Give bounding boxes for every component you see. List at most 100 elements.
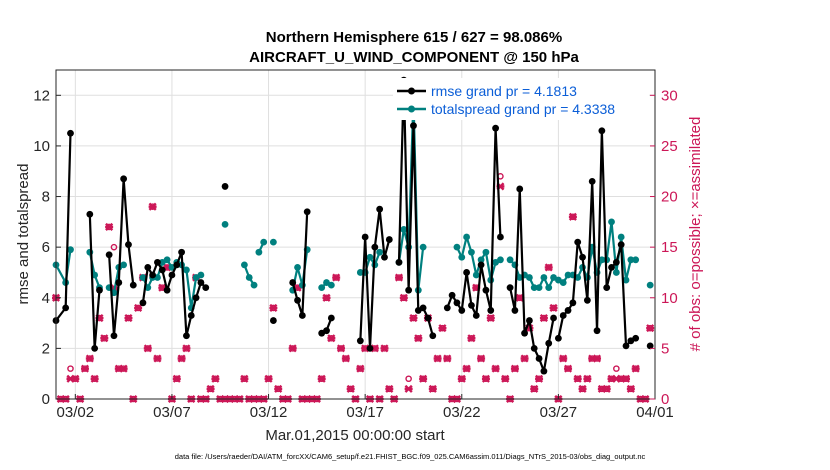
rmse-point-3-4 [158, 266, 166, 274]
obs-assimilated-mark-101 [539, 313, 548, 323]
obs-assimilated-mark-20 [148, 202, 157, 211]
y-left-tick-label-4: 8 [42, 189, 50, 206]
obs-assimilated-point-85 [462, 364, 471, 373]
rmse-point-7-6 [385, 236, 393, 243]
rmse-point-11-11 [608, 264, 615, 271]
legend-rmse-marker [408, 87, 415, 95]
obs-assimilated-mark-45 [269, 303, 278, 312]
rmse-point-5-0 [289, 279, 297, 286]
obs-assimilated-mark-56 [322, 293, 331, 302]
obs-assimilated-mark-49 [288, 344, 297, 353]
obs-assimilated-point-105 [559, 354, 568, 363]
rmse-point-3-9 [183, 332, 190, 340]
obs-assimilated-mark-75 [414, 334, 423, 343]
obs-assimilated-mark-73 [404, 384, 413, 393]
rmse-point-11-6 [583, 296, 591, 304]
spread-point-6-2 [327, 281, 335, 289]
rmse-point-11-3 [569, 299, 577, 307]
obs-assimilated-mark-105 [559, 354, 568, 363]
rmse-point-3-2 [149, 271, 157, 279]
spread-point-9-9 [497, 256, 504, 264]
rmse-point-11-14 [622, 342, 630, 350]
rmse-point-3-5 [163, 286, 171, 294]
obs-assimilated-point-108 [573, 374, 582, 383]
obs-assimilated-mark-4 [71, 374, 80, 383]
rmse-point-10-1 [511, 307, 519, 314]
obs-assimilated-mark-118 [621, 374, 631, 383]
obs-assimilated-mark-91 [491, 364, 500, 373]
legend-rmse-label: rmse grand pr = 4.1813 [431, 83, 577, 99]
obs-assimilated-point-8 [90, 374, 99, 383]
obs-assimilated-point-89 [481, 374, 490, 383]
obs-assimilated-point-109 [578, 384, 587, 393]
obs-assimilated-point-112 [592, 354, 602, 363]
rmse-point-9-9 [487, 307, 495, 314]
rmse-point-9-7 [477, 261, 485, 269]
obs-assimilated-point-73 [404, 384, 413, 393]
obs-assimilated-point-68 [380, 344, 389, 353]
y-axis-left-label: rmse and totalspread [15, 164, 32, 305]
y-left-tick-label-0: 0 [42, 391, 50, 408]
obs-assimilated-mark-80 [438, 324, 447, 333]
spread-point-9-5 [477, 256, 485, 264]
rmse-point-5-2 [298, 312, 306, 319]
obs-assimilated-mark-88 [477, 354, 486, 363]
obs-assimilated-mark-32 [206, 384, 215, 393]
rmse-point-3-13 [202, 284, 210, 292]
obs-assimilated-mark-89 [481, 374, 490, 383]
rmse-point-3-6 [168, 271, 176, 279]
obs-assimilated-mark-108 [573, 374, 582, 383]
spread-point-9-0 [453, 243, 461, 251]
obs-assimilated-point-46 [274, 384, 283, 393]
spread-point-4-0 [269, 238, 277, 246]
obs-assimilated-point-7 [85, 354, 94, 363]
obs-assimilated-mark-123 [646, 324, 655, 333]
obs-assimilated-mark-59 [336, 344, 346, 353]
rmse-point-7-1 [361, 233, 369, 241]
rmse-point-2-0 [105, 251, 113, 259]
spread-point-11-14 [627, 256, 635, 264]
obs-assimilated-point-32 [206, 384, 215, 393]
obs-assimilated-point-114 [602, 384, 611, 393]
rmse-line-2 [108, 177, 135, 337]
obs-assimilated-mark-19 [143, 344, 152, 353]
rmse-point-6-2 [327, 314, 335, 322]
obs-assimilated-point-81 [443, 354, 452, 363]
obs-assimilated-mark-10 [100, 334, 109, 343]
obs-assimilated-point-72 [399, 293, 408, 302]
obs-assimilated-mark-26 [177, 354, 186, 363]
rmse-point-11-4 [574, 238, 582, 246]
obs-assimilated-point-110 [583, 374, 592, 383]
rmse-point-2-2 [115, 279, 123, 286]
obs-assimilated-mark-119 [626, 384, 635, 393]
obs-assimilated-point-99 [530, 384, 539, 393]
rmse-point-9-4 [463, 269, 471, 276]
rmse-point-7-2 [366, 344, 374, 352]
obs-assimilated-mark-17 [134, 303, 143, 312]
obs-assimilated-point-123 [646, 324, 655, 333]
y-right-tick-label-2: 10 [661, 290, 678, 307]
obs-assimilated-point-59 [336, 344, 346, 353]
rmse-point-3-1 [144, 264, 152, 271]
obs-assimilated-mark-112 [592, 354, 602, 363]
spread-point-14-2 [250, 281, 258, 289]
spread-point-0-2 [67, 246, 74, 254]
obs-assimilated-point-71 [394, 273, 404, 282]
obs-assimilated-point-69 [385, 384, 394, 393]
spread-point-11-10 [608, 218, 615, 226]
obs-assimilated-point-20 [148, 202, 157, 211]
obs-assimilated-point-100 [535, 374, 544, 383]
rmse-point-7-5 [381, 253, 388, 261]
spread-point-13-0 [221, 220, 229, 228]
obs-assimilated-mark-114 [602, 384, 611, 393]
rmse-point-8-3 [410, 122, 417, 130]
rmse-point-2-5 [129, 281, 137, 289]
y-right-tick-label-5: 25 [661, 138, 678, 155]
legend-spread-marker [408, 105, 415, 113]
rmse-point-11-2 [564, 307, 572, 314]
spread-point-8-5 [419, 243, 427, 251]
rmse-point-9-0 [443, 304, 451, 312]
rmse-point-10-7 [540, 367, 548, 375]
obs-assimilated-mark-84 [457, 374, 466, 383]
obs-assimilated-point-21 [153, 354, 162, 363]
